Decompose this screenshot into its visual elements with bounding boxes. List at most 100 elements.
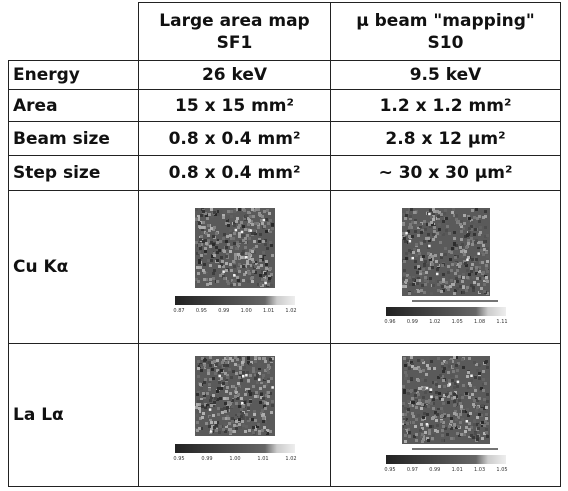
map-pixel [464, 250, 467, 253]
map-pixel [226, 397, 229, 400]
map-pixel [254, 265, 257, 268]
map-figure: 0.950.991.001.011.02 [160, 348, 310, 478]
map-pixel [237, 382, 240, 385]
map-pixel [428, 429, 431, 432]
map-pixel [472, 286, 475, 289]
map-pixel [240, 397, 243, 400]
map-pixel [269, 267, 272, 270]
map-pixel [430, 410, 433, 413]
map-pixel [200, 214, 203, 217]
map-pixel [468, 396, 471, 399]
map-pixel [403, 269, 406, 272]
map-pixel [472, 276, 475, 279]
map-pixel [230, 210, 233, 213]
map-pixel [219, 240, 222, 243]
map-pixel [271, 227, 274, 230]
map-pixel [422, 255, 425, 258]
map-pixel [420, 242, 423, 245]
map-pixel [233, 224, 236, 227]
map-pixel [247, 357, 250, 360]
map-figure: 0.870.950.991.001.011.02 [160, 200, 310, 330]
map-pixel [199, 226, 202, 229]
map-pixel [426, 280, 429, 283]
map-pixel [228, 368, 231, 371]
map-pixel [218, 265, 221, 268]
map-pixel [213, 269, 216, 272]
map-pixel [402, 277, 405, 280]
map-pixel [438, 385, 441, 388]
map-pixel [207, 372, 210, 375]
map-pixel [441, 439, 444, 442]
map-pixel [473, 361, 476, 364]
map-pixel [232, 260, 235, 263]
map-pixel [478, 424, 481, 427]
map-pixel [463, 222, 466, 225]
map-pixel [458, 265, 461, 268]
map-pixel [223, 407, 226, 410]
map-pixel [228, 428, 231, 431]
map-pixel [404, 217, 407, 220]
map-pixel [197, 272, 200, 275]
map-pixel [407, 400, 410, 403]
map-pixel [459, 223, 462, 226]
map-pixel [453, 356, 456, 359]
map-pixel [403, 273, 406, 276]
map-pixel [430, 292, 433, 295]
map-pixel [216, 359, 219, 362]
map-pixel [196, 421, 199, 424]
map-pixel [262, 240, 265, 243]
map-pixel [475, 409, 478, 412]
map-pixel [214, 397, 217, 400]
map-pixel [263, 210, 266, 213]
map-pixel [432, 279, 435, 282]
map-pixel [468, 273, 471, 276]
map-pixel [424, 228, 427, 231]
map-pixel [209, 282, 212, 285]
map-pixel [413, 211, 416, 214]
map-pixel [459, 421, 462, 424]
map-pixel [404, 434, 407, 437]
map-pixel [206, 217, 209, 220]
map-pixel [226, 280, 229, 283]
map-pixel [441, 285, 444, 288]
map-pixel [229, 263, 232, 266]
map-pixel [225, 255, 228, 258]
map-pixel [257, 226, 260, 229]
map-pixel [462, 410, 465, 413]
map-pixel [223, 250, 226, 253]
map-pixel [219, 210, 222, 213]
map-pixel [468, 428, 471, 431]
map-pixel [459, 413, 462, 416]
map-pixel [404, 377, 407, 380]
map-pixel [462, 366, 465, 369]
map-pixel [485, 428, 488, 431]
map-pixel [414, 394, 417, 397]
map-pixel [465, 289, 468, 292]
map-spot [465, 420, 468, 423]
map-pixel [253, 413, 256, 416]
map-pixel [450, 420, 453, 423]
map-pixel [238, 235, 241, 238]
map-pixel [453, 393, 456, 396]
map-pixel [453, 243, 456, 246]
map-pixel [238, 405, 241, 408]
color-bar [175, 444, 295, 453]
map-pixel [225, 361, 228, 364]
map-pixel [237, 267, 240, 270]
map-pixel [225, 217, 228, 220]
map-pixel [443, 385, 446, 388]
map-pixel [435, 383, 438, 386]
map-pixel [477, 283, 480, 286]
map-pixel [442, 402, 445, 405]
scale-label: 1.08 [474, 319, 485, 325]
map-pixel [421, 403, 424, 406]
map-pixel [411, 235, 414, 238]
map-pixel [257, 208, 260, 211]
map-pixel [238, 224, 241, 227]
map-pixel [267, 364, 270, 367]
map-pixel [448, 232, 451, 235]
cell: 0.8 x 0.4 mm² [139, 122, 331, 156]
map-pixel [233, 283, 236, 286]
map-pixel [440, 407, 443, 410]
